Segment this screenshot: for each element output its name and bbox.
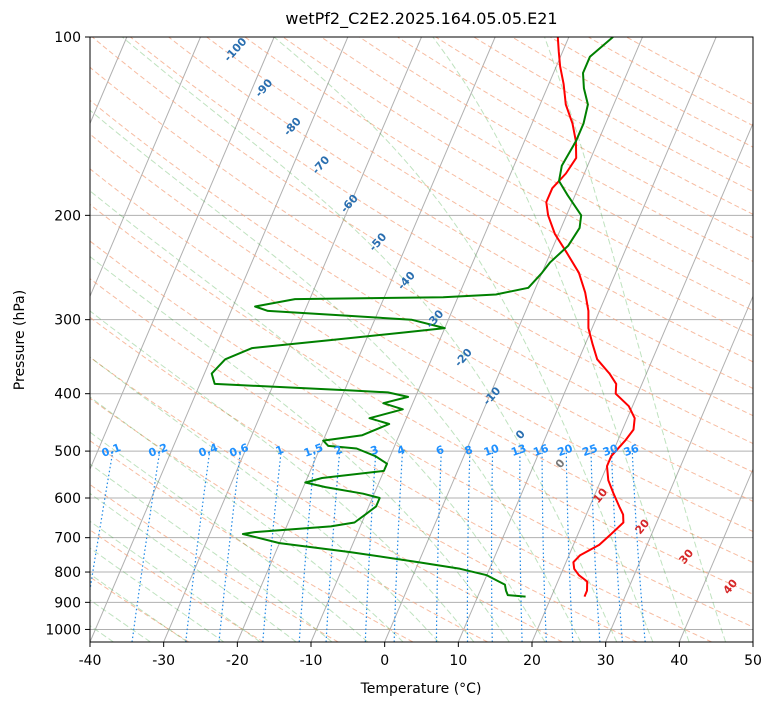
mixing-ratio-label: 6 (434, 443, 446, 458)
chart-title: wetPf2_C2E2.2025.164.05.05.E21 (285, 9, 558, 28)
dry-adiabat-line (168, 37, 753, 389)
x-tick-label: -40 (79, 653, 102, 669)
isotherm-line (752, 640, 753, 642)
mixing-ratio-label: 10 (482, 442, 501, 460)
mixing-ratio-label: 8 (463, 443, 475, 458)
moist-adiabat-line (90, 573, 188, 642)
mixing-ratio-label: 0.1 (100, 441, 123, 460)
mixing-ratio-label: 0.2 (147, 441, 170, 460)
mixing-ratio-label: 4 (395, 443, 407, 458)
plot-frame (89, 36, 754, 643)
axes-layer: -40 -30 -20 -10 0 10 20 30 40 5010020030040050060… (45, 30, 762, 669)
y-tick-label: 700 (54, 531, 81, 547)
mixing-ratio-line (218, 451, 242, 642)
x-tick-label: 10 (449, 653, 467, 669)
dry-adiabat-line (90, 440, 414, 642)
x-tick-label: -30 (152, 653, 175, 669)
dry-adiabat-line (90, 316, 638, 642)
moist-adiabat-line (90, 109, 582, 642)
isotherm-line (457, 37, 717, 642)
mixing-ratio-label: 36 (622, 442, 641, 460)
dry-adiabat-line (90, 203, 753, 595)
mixing-ratio-line (262, 451, 282, 642)
mixing-ratio-label: 20 (556, 442, 575, 460)
y-tick-label: 800 (54, 565, 81, 581)
plot-background (90, 37, 753, 642)
dry-adiabat-line (90, 397, 488, 642)
dry-adiabat-line (90, 529, 264, 642)
y-tick-label: 1000 (45, 622, 81, 638)
y-tick-label: 400 (54, 387, 81, 403)
dewpoint-profile-line (210, 37, 614, 598)
x-tick-label: 0 (380, 653, 389, 669)
mixing-ratio-line (185, 451, 211, 642)
dry-adiabat-line (90, 168, 753, 563)
mixing-ratio-label: 25 (580, 442, 599, 459)
moist-adiabat-line (432, 37, 690, 642)
dry-adiabat-line (90, 356, 563, 642)
mixing-ratio-label: 2 (332, 443, 344, 458)
mixing-ratio-label: 16 (531, 442, 550, 460)
mixing-ratio-line (90, 450, 114, 594)
x-tick-label: 20 (523, 653, 541, 669)
dry-adiabat-line (282, 37, 753, 312)
mixing-ratio-label: 1 (274, 443, 286, 458)
y-tick-label: 600 (54, 491, 81, 507)
isotherm-line (163, 37, 422, 642)
x-tick-label: -10 (300, 653, 323, 669)
dry-adiabat-line (90, 278, 712, 642)
moist-adiabat-line (90, 520, 261, 642)
mixing-ratio-line (131, 451, 161, 642)
isotherm-line (678, 467, 753, 642)
dry-adiabat-line (244, 37, 753, 337)
mixing-ratio-line (298, 451, 316, 642)
series-layer (210, 37, 636, 598)
mixing-ratio-label: 0.4 (197, 441, 220, 460)
moist-adiabat-line (121, 37, 618, 642)
x-tick-label: 30 (597, 653, 615, 669)
mixing-ratio-label: 13 (509, 442, 528, 459)
y-axis-label: Pressure (hPa) (12, 290, 28, 390)
isotherm-line (236, 37, 496, 642)
dry-adiabat-line (90, 66, 753, 473)
isotherm-line (384, 37, 643, 642)
isotherm-line (90, 37, 349, 642)
mixing-ratio-label: 3 (369, 443, 381, 458)
moist-adiabat-line (90, 255, 510, 642)
x-axis-label: Temperature (°C) (360, 681, 482, 697)
y-tick-label: 300 (54, 313, 81, 329)
y-tick-label: 200 (54, 208, 81, 224)
isotherm-line (605, 295, 753, 642)
y-tick-label: 100 (54, 30, 81, 46)
dry-adiabat-line (90, 133, 753, 533)
moist-adiabat-line (273, 37, 654, 642)
mixing-ratio-label: 1.5 (302, 441, 325, 460)
moist-adiabat-line (90, 396, 404, 642)
isotherm-line (531, 122, 753, 642)
mixing-ratio-label: 0.6 (228, 441, 251, 460)
dry-adiabat-line (206, 37, 753, 363)
moist-adiabat-line (90, 547, 225, 642)
temperature-profile-line (545, 37, 636, 597)
x-tick-label: -20 (226, 653, 249, 669)
moist-adiabat-line (90, 190, 546, 642)
moist-adiabat-line (90, 356, 439, 642)
moist-adiabat-line (90, 431, 369, 642)
y-tick-label: 900 (54, 595, 81, 611)
moist-adiabat-line (90, 463, 333, 642)
y-tick-label: 500 (54, 444, 81, 460)
x-tick-label: 50 (744, 653, 762, 669)
dry-adiabat-line (90, 483, 339, 642)
isotherm-line (90, 37, 275, 471)
isotherm-line (90, 37, 201, 298)
dry-adiabat-line (90, 240, 753, 628)
mixing-ratio-label: 30 (601, 442, 620, 460)
dry-adiabat-line (90, 99, 753, 502)
x-tick-label: 40 (670, 653, 688, 669)
mixing-ratio-line (631, 451, 646, 642)
